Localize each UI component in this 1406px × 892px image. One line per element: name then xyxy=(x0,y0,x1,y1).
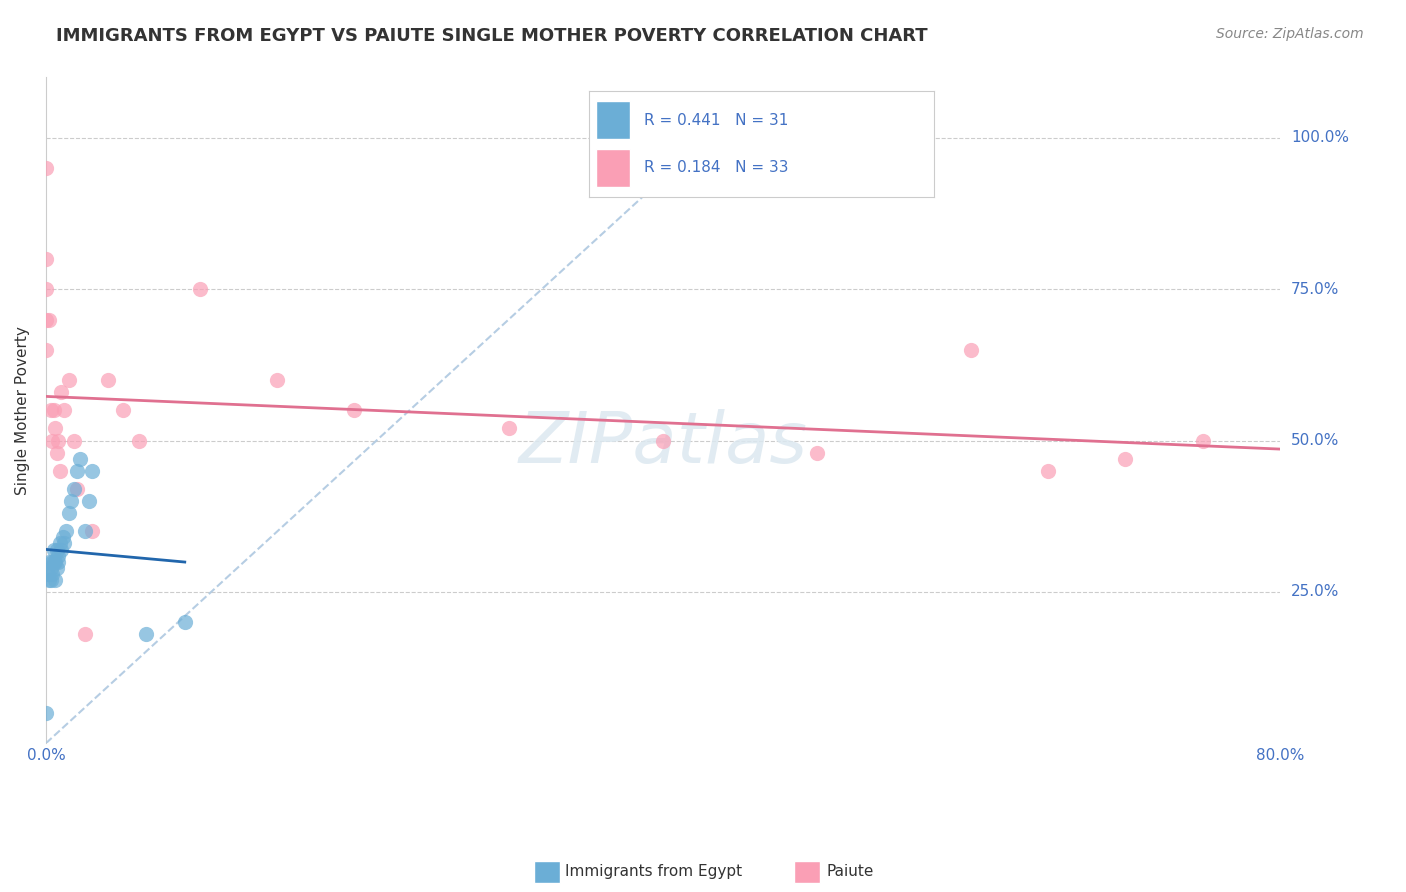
Point xyxy=(41,566,63,581)
Text: Immigrants from Egypt: Immigrants from Egypt xyxy=(565,864,742,879)
Point xyxy=(173,615,195,629)
Point xyxy=(46,555,69,569)
Text: 100.0%: 100.0% xyxy=(1291,130,1348,145)
Point xyxy=(35,161,58,176)
Point xyxy=(44,555,66,569)
Text: 25.0%: 25.0% xyxy=(1291,584,1339,599)
Point xyxy=(62,482,84,496)
Bar xyxy=(794,861,820,883)
Point xyxy=(1038,464,1060,478)
Point xyxy=(55,524,77,539)
Point xyxy=(59,494,82,508)
Point xyxy=(38,573,60,587)
Point xyxy=(128,434,150,448)
Y-axis label: Single Mother Poverty: Single Mother Poverty xyxy=(15,326,30,495)
Point xyxy=(39,573,62,587)
Point xyxy=(42,555,65,569)
Point xyxy=(62,434,84,448)
Point xyxy=(960,343,983,357)
Point xyxy=(343,403,366,417)
Point xyxy=(82,524,104,539)
Point xyxy=(39,403,62,417)
Point xyxy=(49,464,72,478)
Point xyxy=(66,464,89,478)
Point xyxy=(35,343,58,357)
Point xyxy=(66,482,89,496)
Point xyxy=(188,282,211,296)
Point xyxy=(35,252,58,266)
Point xyxy=(46,549,69,563)
Point xyxy=(45,542,67,557)
Point xyxy=(38,312,60,326)
Point xyxy=(651,434,673,448)
Point xyxy=(39,560,62,574)
Point xyxy=(135,627,157,641)
Point xyxy=(42,403,65,417)
Point xyxy=(45,445,67,459)
Point xyxy=(37,566,59,581)
Point xyxy=(44,573,66,587)
Point xyxy=(77,494,100,508)
Point xyxy=(97,373,120,387)
Point xyxy=(45,560,67,574)
Point xyxy=(51,385,73,400)
Point xyxy=(42,542,65,557)
Point xyxy=(52,530,75,544)
Point xyxy=(73,627,96,641)
Point xyxy=(58,373,80,387)
Point xyxy=(53,403,76,417)
Text: 50.0%: 50.0% xyxy=(1291,434,1339,448)
Point xyxy=(44,421,66,435)
Text: Source: ZipAtlas.com: Source: ZipAtlas.com xyxy=(1216,27,1364,41)
Point xyxy=(35,706,58,720)
Point xyxy=(46,434,69,448)
Point xyxy=(35,312,58,326)
Text: 75.0%: 75.0% xyxy=(1291,282,1339,297)
Point xyxy=(1114,451,1136,466)
Point xyxy=(82,464,104,478)
Point xyxy=(266,373,288,387)
Point xyxy=(58,506,80,520)
Point xyxy=(69,451,91,466)
Text: Paiute: Paiute xyxy=(827,864,875,879)
Point xyxy=(49,536,72,550)
Point xyxy=(38,555,60,569)
Point xyxy=(73,524,96,539)
Point xyxy=(41,434,63,448)
Point xyxy=(53,536,76,550)
Point xyxy=(806,445,828,459)
Point xyxy=(41,555,63,569)
Point xyxy=(112,403,135,417)
Point xyxy=(498,421,520,435)
Point xyxy=(35,282,58,296)
Text: ZIPatlas: ZIPatlas xyxy=(519,409,807,478)
Point xyxy=(1191,434,1213,448)
Text: IMMIGRANTS FROM EGYPT VS PAIUTE SINGLE MOTHER POVERTY CORRELATION CHART: IMMIGRANTS FROM EGYPT VS PAIUTE SINGLE M… xyxy=(56,27,928,45)
Bar xyxy=(534,861,560,883)
Point xyxy=(51,542,73,557)
